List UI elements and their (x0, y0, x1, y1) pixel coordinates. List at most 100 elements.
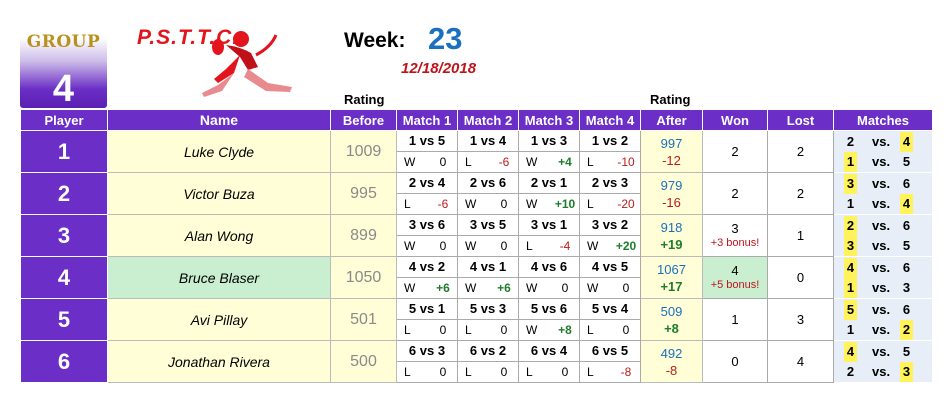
col-match3: Match 3 (518, 109, 580, 131)
rating-points: 0 (561, 281, 569, 295)
rating-change: +8 (664, 320, 679, 336)
rating-points: -4 (559, 239, 571, 253)
win-loss: L (465, 155, 472, 169)
rating-points: 0 (439, 239, 447, 253)
won-cell: 2 (702, 130, 768, 173)
rating-after-value: 492 (660, 345, 683, 361)
match-pairing: 6 vs 4 (519, 341, 579, 362)
sched-vs: vs. (872, 195, 891, 211)
rating-points: 0 (439, 365, 447, 379)
table-row: 5 Avi Pillay 501 5 vs 1 L 0 5 vs 3 L 0 5 v… (20, 298, 933, 341)
lost-count: 0 (767, 256, 834, 299)
rating-points: +6 (497, 281, 511, 295)
sched-player-b: 4 (900, 131, 913, 152)
scheduled-match: 4 vs. 5 (834, 341, 932, 362)
rating-before: 899 (330, 214, 397, 257)
match-pairing: 1 vs 3 (519, 131, 579, 152)
rating-before-label: Rating (344, 92, 385, 107)
win-loss: L (404, 365, 411, 379)
player-number: 4 (20, 256, 108, 299)
rating-points: -10 (617, 155, 635, 169)
match-result: L -4 (519, 236, 579, 256)
match-result: L 0 (580, 320, 640, 340)
table-row: 6 Jonathan Rivera 500 6 vs 3 L 0 6 vs 2 L … (20, 340, 933, 383)
win-loss: L (465, 323, 472, 337)
col-name: Name (107, 109, 331, 131)
rating-before: 995 (330, 172, 397, 215)
match-cell: 3 vs 5 W 0 (457, 214, 519, 257)
sched-vs: vs. (872, 321, 891, 337)
match-cell: 3 vs 2 W +20 (579, 214, 641, 257)
match-pairing: 5 vs 3 (458, 299, 518, 320)
match-pairing: 4 vs 2 (397, 257, 457, 278)
win-loss: L (587, 365, 594, 379)
lost-count: 2 (767, 172, 834, 215)
group-badge: GROUP 4 (20, 14, 107, 110)
rating-after-value: 509 (660, 303, 683, 319)
col-before: Before (330, 109, 397, 131)
scheduled-match: 4 vs. 6 (834, 257, 932, 278)
rating-before: 500 (330, 340, 397, 383)
rating-points: -20 (617, 197, 635, 211)
week-date: 12/18/2018 (401, 60, 477, 77)
match-result: L 0 (458, 362, 518, 382)
rating-points: 0 (500, 197, 508, 211)
table-tennis-player-icon (202, 31, 292, 97)
sched-vs: vs. (872, 301, 891, 317)
sched-player-b: 5 (902, 153, 911, 169)
match-pairing: 3 vs 1 (519, 215, 579, 236)
player-number: 6 (20, 340, 108, 383)
match-result: L -20 (580, 194, 640, 214)
rating-points: 0 (439, 155, 447, 169)
won-count: 1 (731, 311, 739, 327)
next-matches: 3 vs. 6 1 vs. 4 (833, 172, 933, 215)
match-result: W +6 (458, 278, 518, 298)
bonus-note: +5 bonus! (710, 278, 760, 291)
match-pairing: 1 vs 5 (397, 131, 457, 152)
lost-count: 4 (767, 340, 834, 383)
scheduled-match: 1 vs. 5 (834, 151, 932, 172)
sched-player-b: 3 (902, 279, 911, 295)
won-count: 4 (731, 262, 739, 278)
next-matches: 2 vs. 4 1 vs. 5 (833, 130, 933, 173)
match-cell: 1 vs 2 L -10 (579, 130, 641, 173)
win-loss: W (465, 281, 477, 295)
match-result: L 0 (397, 320, 457, 340)
match-result: W +6 (397, 278, 457, 298)
match-pairing: 3 vs 2 (580, 215, 640, 236)
scheduled-match: 1 vs. 4 (834, 193, 932, 214)
next-matches: 2 vs. 6 3 vs. 5 (833, 214, 933, 257)
scheduled-match: 2 vs. 3 (834, 361, 932, 382)
match-pairing: 4 vs 6 (519, 257, 579, 278)
match-cell: 5 vs 6 W +8 (518, 298, 580, 341)
match-pairing: 3 vs 6 (397, 215, 457, 236)
next-matches: 5 vs. 6 1 vs. 2 (833, 298, 933, 341)
win-loss: W (526, 281, 538, 295)
match-cell: 2 vs 6 W 0 (457, 172, 519, 215)
week-number: 23 (428, 21, 463, 56)
win-loss: W (404, 281, 416, 295)
player-name: Victor Buza (107, 172, 331, 215)
rating-points: -8 (620, 365, 632, 379)
sched-player-a: 2 (846, 363, 855, 379)
sched-player-b: 6 (902, 301, 911, 317)
match-cell: 5 vs 3 L 0 (457, 298, 519, 341)
rating-before: 1050 (330, 256, 397, 299)
match-pairing: 2 vs 4 (397, 173, 457, 194)
match-pairing: 4 vs 5 (580, 257, 640, 278)
match-cell: 5 vs 1 L 0 (396, 298, 458, 341)
match-pairing: 6 vs 3 (397, 341, 457, 362)
lost-count: 1 (767, 214, 834, 257)
match-result: W +10 (519, 194, 579, 214)
match-pairing: 5 vs 1 (397, 299, 457, 320)
table-row: 1 Luke Clyde 1009 1 vs 5 W 0 1 vs 4 L -6 1… (20, 130, 933, 173)
group-number: 4 (52, 68, 75, 110)
win-loss: L (526, 365, 533, 379)
sched-player-a: 4 (844, 257, 857, 278)
rating-points: 0 (500, 323, 508, 337)
match-result: L 0 (519, 362, 579, 382)
match-cell: 6 vs 5 L -8 (579, 340, 641, 383)
rating-after: 492 -8 (640, 340, 703, 383)
standings-table: Player Name Before Match 1 Match 2 Match… (20, 109, 933, 383)
player-name: Bruce Blaser (107, 256, 331, 299)
